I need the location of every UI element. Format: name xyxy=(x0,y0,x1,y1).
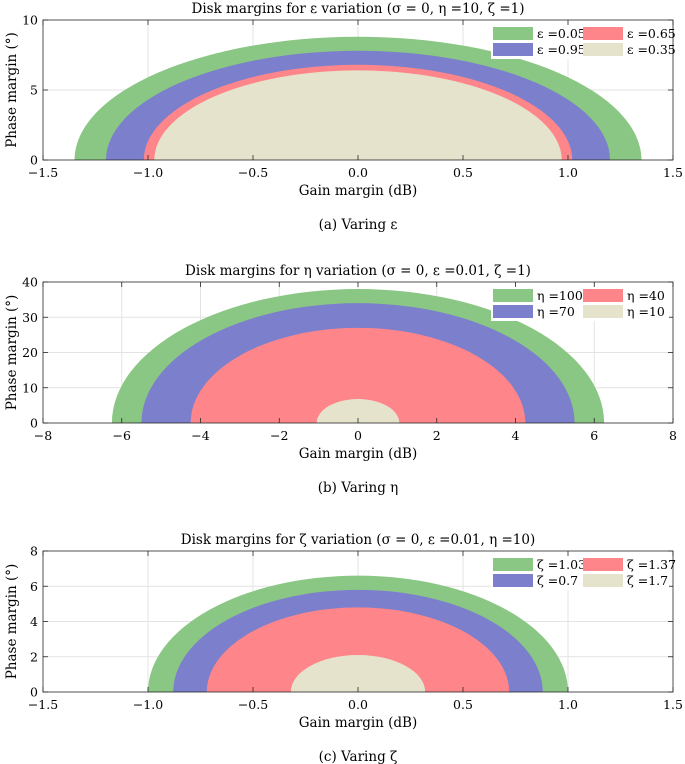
x-tick-label: 1.0 xyxy=(558,165,578,180)
chart-title: Disk margins for ζ variation (σ = 0, ε =… xyxy=(181,532,535,548)
x-tick-label: 6 xyxy=(590,428,598,443)
figure-caption: (a) Varing ε xyxy=(319,217,398,233)
y-axis-label: Phase margin (°) xyxy=(4,564,20,680)
x-axis-label: Gain margin (dB) xyxy=(299,183,417,199)
x-tick-label: 0 xyxy=(354,428,362,443)
legend-swatch xyxy=(583,27,623,40)
area-series-1 xyxy=(190,327,526,423)
legend: ζ =1.03 ζ =1.37 ζ =0.7 ζ =1.7 xyxy=(491,556,676,590)
x-tick-label: −4 xyxy=(191,428,209,443)
x-tick-label: −1.0 xyxy=(133,697,163,712)
legend-label: ζ =0.7 xyxy=(537,573,578,588)
x-tick-label: 4 xyxy=(512,428,520,443)
legend-swatch xyxy=(493,27,533,40)
y-tick-label: 40 xyxy=(22,275,38,290)
legend-label: ζ =1.03 xyxy=(537,557,586,572)
y-tick-label: 10 xyxy=(22,380,38,395)
area-series-3 xyxy=(316,399,400,423)
legend-label: η =100 xyxy=(537,288,583,303)
y-tick-label: 0 xyxy=(30,153,38,168)
x-tick-label: −1.0 xyxy=(133,165,163,180)
legend-swatch xyxy=(493,43,533,56)
chart-1: −8 −6 −4 −2 0 2 4 6 8 0 10 20 30 40 Disk margins for η… xyxy=(4,263,677,496)
legend-swatch xyxy=(493,305,533,318)
y-tick-label: 8 xyxy=(30,544,38,559)
x-tick-label: 1.5 xyxy=(663,697,683,712)
x-tick-label: 1.5 xyxy=(663,165,683,180)
legend-label: η =10 xyxy=(627,304,665,319)
legend-label: ε =0.35 xyxy=(627,42,676,57)
x-tick-label: −2 xyxy=(270,428,288,443)
x-axis-label: Gain margin (dB) xyxy=(299,446,417,462)
x-tick-label: 0.5 xyxy=(453,697,473,712)
legend-swatch xyxy=(583,574,623,587)
y-tick-label: 5 xyxy=(30,83,38,98)
y-tick-label: 6 xyxy=(30,579,38,594)
x-tick-label: 2 xyxy=(433,428,441,443)
x-tick-label: −1.5 xyxy=(28,697,58,712)
legend-label: η =40 xyxy=(627,288,665,303)
chart-title: Disk margins for ε variation (σ = 0, η =… xyxy=(192,1,525,17)
x-tick-label: −8 xyxy=(34,428,52,443)
x-tick-label: −1.5 xyxy=(28,165,58,180)
y-tick-label: 0 xyxy=(30,685,38,700)
y-tick-label: 2 xyxy=(30,649,38,664)
legend-swatch xyxy=(583,43,623,56)
x-tick-label: −0.5 xyxy=(238,697,268,712)
legend-label: ε =0.05 xyxy=(537,26,586,41)
y-tick-label: 4 xyxy=(30,614,38,629)
legend-swatch xyxy=(493,289,533,302)
area-series-3 xyxy=(154,70,562,160)
area-series-3 xyxy=(290,654,426,692)
legend-label: ε =0.65 xyxy=(627,26,676,41)
legend-label: ε =0.95 xyxy=(537,42,586,57)
x-tick-label: −0.5 xyxy=(238,165,268,180)
legend-swatch xyxy=(493,558,533,571)
x-tick-label: −6 xyxy=(113,428,131,443)
x-tick-label: 8 xyxy=(669,428,677,443)
legend-label: ζ =1.37 xyxy=(627,557,676,572)
y-axis-label: Phase margin (°) xyxy=(4,295,20,411)
figure-caption: (c) Varing ζ xyxy=(319,749,398,764)
x-tick-label: 0.0 xyxy=(348,165,368,180)
x-tick-label: 0.5 xyxy=(453,165,473,180)
x-tick-label: 0.0 xyxy=(348,697,368,712)
y-tick-label: 20 xyxy=(22,345,38,360)
y-tick-label: 30 xyxy=(22,310,38,325)
legend-label: ζ =1.7 xyxy=(627,573,668,588)
y-axis-label: Phase margin (°) xyxy=(4,32,20,148)
y-tick-label: 0 xyxy=(30,416,38,431)
legend-swatch xyxy=(583,289,623,302)
area-series-1 xyxy=(206,607,510,692)
legend-swatch xyxy=(493,574,533,587)
legend: ε =0.05 ε =0.65 ε =0.95 ε =0.35 xyxy=(491,25,676,59)
legend-swatch xyxy=(583,305,623,318)
x-axis-label: Gain margin (dB) xyxy=(299,715,417,731)
chart-0: −1.5 −1.0 −0.5 0.0 0.5 1.0 1.5 0 5 10 Disk margins… xyxy=(4,1,683,233)
chart-2: −1.5 −1.0 −0.5 0.0 0.5 1.0 1.5 0 2 4 6 8 Disk margin… xyxy=(4,532,683,764)
y-tick-label: 10 xyxy=(22,13,38,28)
legend: η =100 η =40 η =70 η =10 xyxy=(491,287,669,321)
legend-label: η =70 xyxy=(537,304,575,319)
chart-title: Disk margins for η variation (σ = 0, ε =… xyxy=(185,263,531,279)
legend-swatch xyxy=(583,558,623,571)
figure-caption: (b) Varing η xyxy=(318,480,399,496)
x-tick-label: 1.0 xyxy=(558,697,578,712)
